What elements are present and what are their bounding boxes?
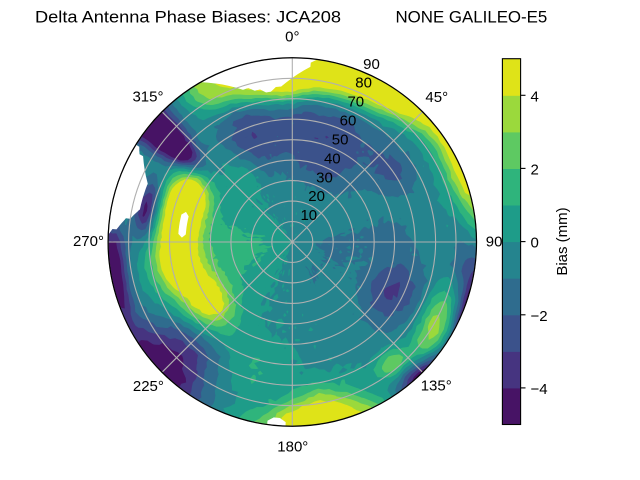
svg-text:60: 60 xyxy=(340,113,357,130)
svg-text:2: 2 xyxy=(531,161,539,178)
svg-text:180°: 180° xyxy=(277,439,308,456)
svg-text:30: 30 xyxy=(316,169,333,186)
svg-text:Delta Antenna Phase Biases: JC: Delta Antenna Phase Biases: JCA208 xyxy=(35,8,341,27)
svg-text:0: 0 xyxy=(531,235,539,252)
svg-text:0°: 0° xyxy=(285,29,299,46)
svg-text:270°: 270° xyxy=(73,233,104,250)
svg-text:Bias (mm): Bias (mm) xyxy=(554,207,571,275)
svg-text:80: 80 xyxy=(355,75,372,92)
svg-text:20: 20 xyxy=(308,188,325,205)
svg-text:−4: −4 xyxy=(531,381,548,398)
svg-text:50: 50 xyxy=(332,131,349,148)
svg-text:4: 4 xyxy=(531,88,539,105)
svg-text:315°: 315° xyxy=(132,88,163,105)
svg-text:−2: −2 xyxy=(531,308,548,325)
svg-text:45°: 45° xyxy=(425,89,448,106)
svg-text:70: 70 xyxy=(347,94,364,111)
svg-text:90: 90 xyxy=(363,56,380,73)
svg-text:135°: 135° xyxy=(421,378,452,395)
svg-text:10: 10 xyxy=(300,207,317,224)
svg-text:40: 40 xyxy=(324,150,341,167)
svg-text:225°: 225° xyxy=(133,378,164,395)
svg-text:NONE GALILEO-E5: NONE GALILEO-E5 xyxy=(396,8,548,27)
